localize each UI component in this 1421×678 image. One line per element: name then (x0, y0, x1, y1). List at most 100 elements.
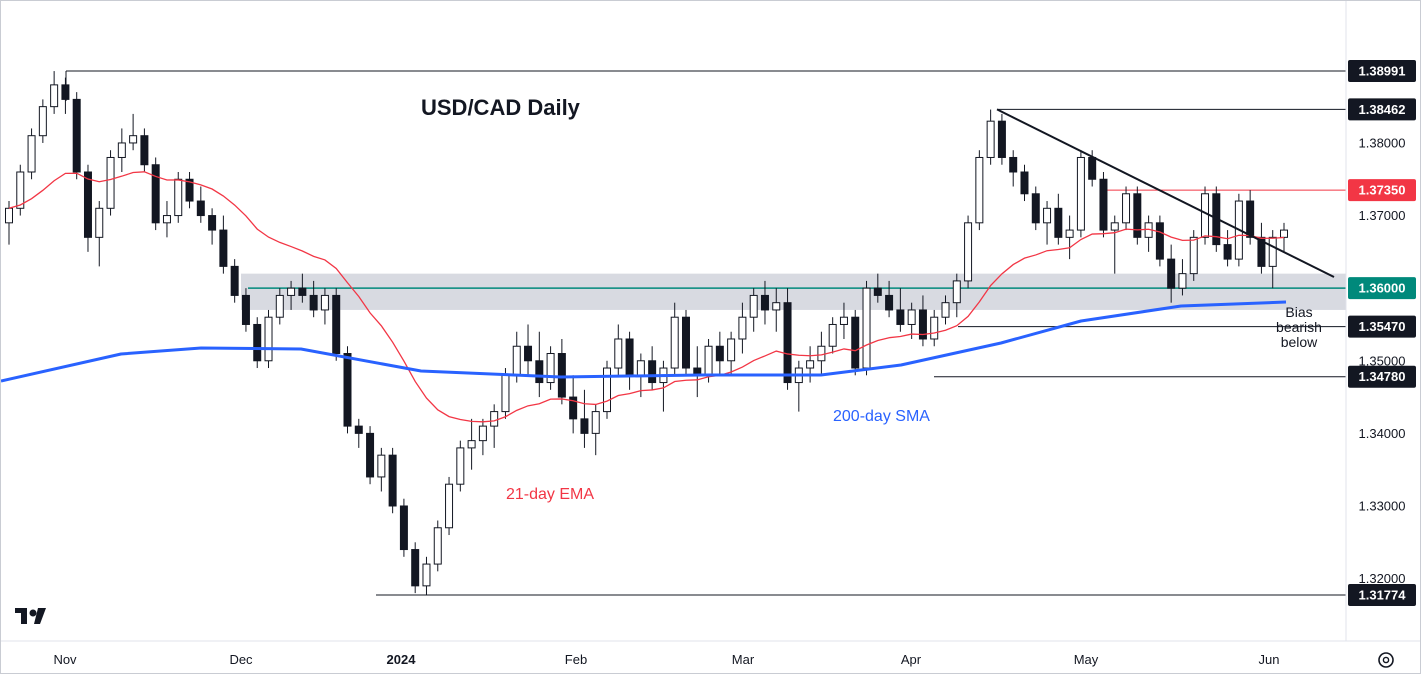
candle-body-15 (174, 178, 183, 217)
annotation-layer: USD/CAD Daily 21-day EMA 200-day SMA Bia… (421, 95, 1322, 503)
candle-body-73 (828, 323, 837, 347)
candle-38 (433, 520, 442, 572)
level-tag-5 (1348, 365, 1416, 388)
candle-body-77 (873, 287, 882, 296)
candle-86 (975, 150, 984, 231)
y-tick-label-4: 1.33000 (1359, 498, 1406, 513)
candle-body-29 (332, 294, 341, 355)
candle-53 (603, 360, 612, 419)
candle-50 (569, 375, 578, 434)
candle-24 (275, 288, 284, 325)
candle-body-86 (975, 156, 984, 224)
level-label-1: 1.38462 (1359, 102, 1406, 117)
level-label-6: 1.31774 (1359, 588, 1407, 603)
candle-88 (997, 113, 1006, 165)
candle-75 (851, 309, 860, 376)
candle-113 (1280, 222, 1288, 252)
candle-89 (1009, 150, 1018, 187)
candle-81 (918, 295, 927, 347)
price-axis[interactable]: 1.38000 1.37000 1.35000 1.34000 1.33000 1.320… (1345, 1, 1406, 641)
candle-61 (693, 346, 702, 398)
y-tick-label-0: 1.38000 (1359, 135, 1406, 150)
candle-body-95 (1076, 156, 1085, 231)
candle-9 (106, 150, 115, 216)
candle-body-71 (806, 360, 815, 369)
candle-42 (478, 418, 487, 456)
candle-body-108 (1223, 244, 1232, 260)
candle-body-90 (1020, 171, 1029, 195)
candle-32 (366, 426, 375, 485)
level-tag-6 (1348, 584, 1416, 606)
candle-27 (309, 280, 318, 318)
candle-body-97 (1099, 178, 1108, 231)
settings-gear-icon[interactable] (1378, 652, 1394, 668)
candle-body-57 (648, 360, 657, 384)
candle-body-102 (1155, 222, 1164, 260)
candle-body-103 (1167, 258, 1176, 289)
x-tick-label-0: Nov (53, 652, 77, 667)
candle-body-38 (433, 527, 442, 565)
candle-body-42 (478, 425, 487, 442)
candle-57 (648, 346, 657, 390)
candle-5 (61, 77, 70, 114)
candle-63 (715, 331, 724, 376)
candle-19 (219, 215, 228, 274)
level-label-5: 1.34780 (1359, 369, 1406, 384)
candle-body-25 (287, 287, 296, 296)
candle-74 (839, 302, 848, 339)
bias-label-line1: Bias (1285, 304, 1312, 320)
candle-body-65 (738, 316, 747, 340)
x-tick-label-3: Feb (565, 652, 587, 667)
candle-body-19 (219, 229, 228, 267)
candle-body-34 (388, 454, 397, 507)
sma-label: 200-day SMA (833, 408, 930, 425)
x-tick-label-1: Dec (229, 652, 253, 667)
ema-21-line (8, 171, 1285, 423)
candle-body-0 (5, 207, 13, 224)
candle-78 (885, 280, 894, 318)
candle-body-88 (997, 120, 1006, 158)
candle-20 (230, 259, 239, 303)
candle-body-94 (1065, 229, 1074, 238)
candle-body-44 (501, 374, 510, 413)
level-label-2: 1.37350 (1359, 183, 1406, 198)
candle-body-62 (704, 345, 713, 376)
candle-body-69 (783, 302, 792, 384)
candle-14 (162, 201, 171, 238)
candle-body-21 (241, 294, 250, 325)
candle-73 (828, 317, 837, 354)
candle-22 (253, 317, 262, 369)
candle-104 (1178, 259, 1187, 296)
candle-body-47 (535, 360, 544, 384)
candle-body-112 (1268, 236, 1277, 267)
candle-35 (399, 498, 408, 557)
candle-43 (490, 404, 499, 448)
candle-body-26 (298, 287, 307, 296)
candle-28 (320, 288, 329, 325)
candle-68 (772, 288, 781, 332)
candle-72 (817, 331, 826, 376)
candle-3 (38, 99, 47, 143)
candle-body-5 (61, 84, 70, 100)
candle-65 (738, 302, 747, 354)
candle-59 (670, 302, 679, 376)
candle-body-49 (557, 353, 566, 398)
candle-body-60 (681, 316, 690, 369)
candle-12 (140, 128, 149, 172)
candle-34 (388, 447, 397, 514)
candle-body-59 (670, 316, 679, 369)
x-tick-label-6: May (1074, 652, 1099, 667)
level-tag-3 (1348, 277, 1416, 300)
candle-36 (411, 542, 420, 594)
candle-40 (456, 440, 465, 492)
bias-label-line3: below (1281, 334, 1318, 350)
candle-body-39 (445, 483, 454, 529)
level-label-3: 1.36000 (1359, 281, 1406, 296)
time-axis[interactable]: Nov Dec 2024 Feb Mar Apr May Jun (1, 640, 1420, 667)
candle-33 (377, 447, 386, 492)
candle-64 (727, 331, 736, 376)
candle-body-85 (964, 222, 973, 282)
candle-108 (1223, 230, 1232, 267)
candle-body-54 (614, 338, 623, 369)
